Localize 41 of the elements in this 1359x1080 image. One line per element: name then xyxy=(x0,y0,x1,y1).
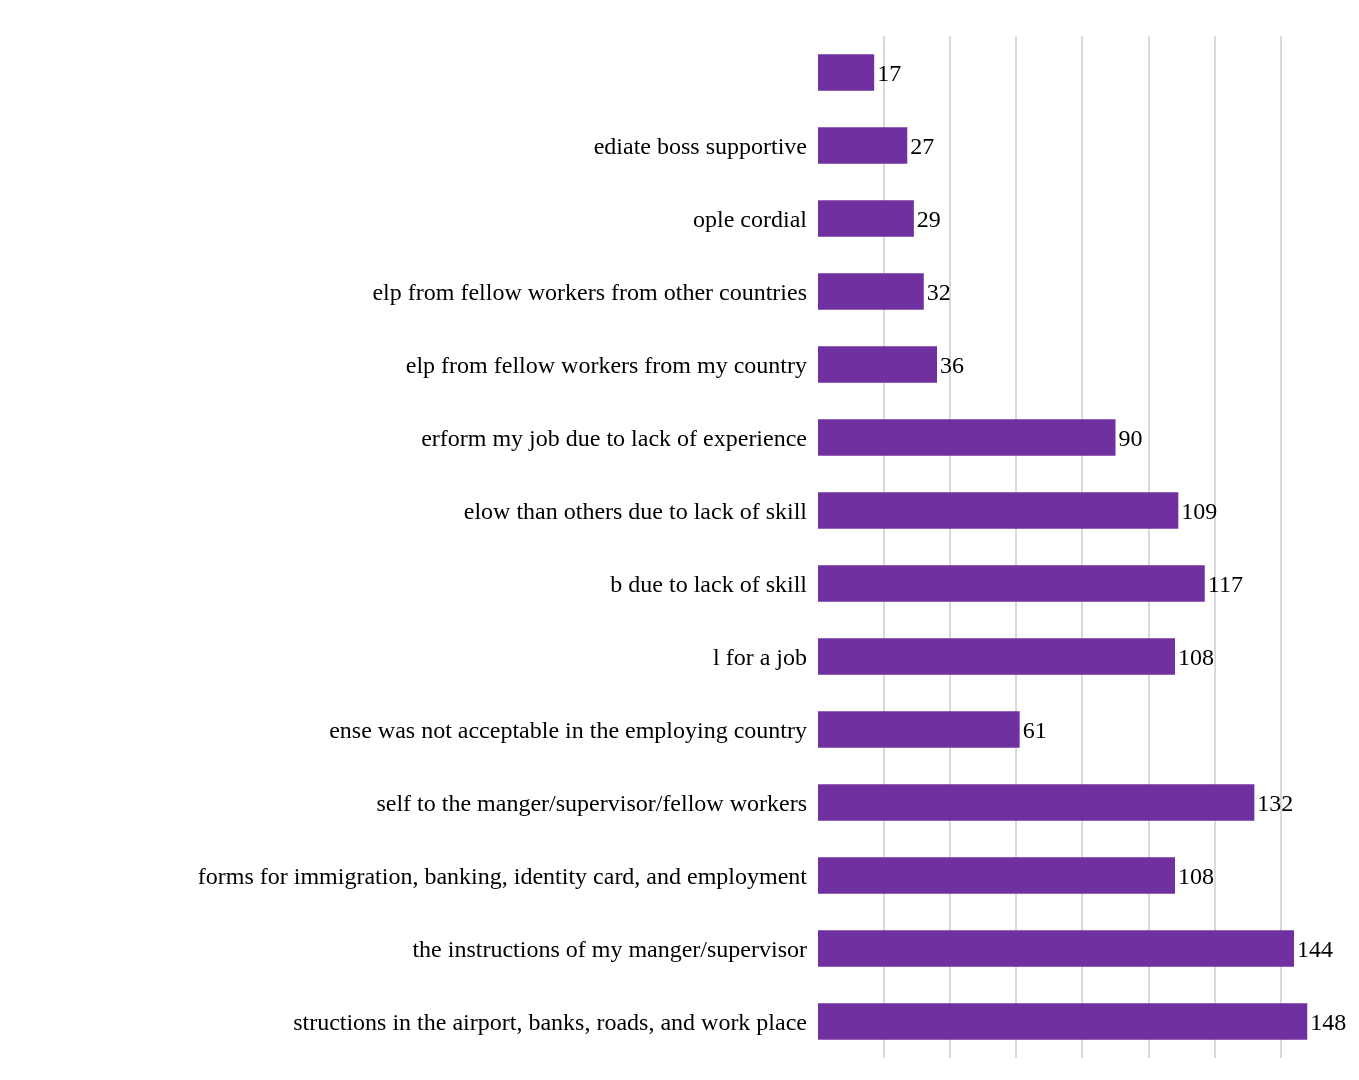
data-label: 108 xyxy=(1178,862,1215,889)
y-tick-label: ople cordial xyxy=(693,205,808,232)
bar xyxy=(818,857,1176,894)
y-tick-label: l for a job xyxy=(713,643,807,670)
data-label: 148 xyxy=(1310,1008,1347,1035)
data-label: 32 xyxy=(926,278,951,305)
data-label: 117 xyxy=(1207,570,1243,597)
bar xyxy=(818,273,924,310)
data-label: 144 xyxy=(1297,935,1334,962)
bar xyxy=(818,346,938,383)
bar xyxy=(818,565,1205,602)
y-tick-label: forms for immigration, banking, identity card, and employment xyxy=(197,862,808,889)
data-label: 61 xyxy=(1022,716,1047,743)
data-label: 17 xyxy=(877,59,902,86)
data-label: 109 xyxy=(1181,497,1218,524)
data-label: 90 xyxy=(1118,424,1143,451)
y-tick-label: erform my job due to lack of experience xyxy=(421,424,807,451)
data-label: 36 xyxy=(940,351,965,378)
data-label: 27 xyxy=(910,132,935,159)
bar xyxy=(818,54,875,91)
bar xyxy=(818,711,1020,748)
data-label: 29 xyxy=(916,205,941,232)
y-tick-label: elp from fellow workers from other countries xyxy=(372,278,807,305)
y-tick-label: b due to lack of skill xyxy=(610,570,808,597)
data-label: 108 xyxy=(1178,643,1215,670)
bar xyxy=(818,419,1116,456)
y-tick-label: elp from fellow workers from my country xyxy=(405,351,807,378)
y-tick-label: ense was not acceptable in the employing country xyxy=(329,716,807,743)
bar xyxy=(818,930,1295,967)
y-tick-label: elow than others due to lack of skill xyxy=(463,497,808,524)
y-tick-label: ediate boss supportive xyxy=(593,132,807,159)
bar xyxy=(818,127,908,164)
y-tick-label: the instructions of my manger/supervisor xyxy=(412,935,808,962)
bar xyxy=(818,784,1255,821)
bar xyxy=(818,492,1179,529)
bar xyxy=(818,638,1176,675)
bar xyxy=(818,1003,1308,1040)
y-tick-label: self to the manger/supervisor/fellow workers xyxy=(376,789,807,816)
bar xyxy=(818,200,914,237)
data-label: 132 xyxy=(1257,789,1294,816)
y-tick-label: structions in the airport, banks, roads, and work place xyxy=(293,1008,807,1035)
